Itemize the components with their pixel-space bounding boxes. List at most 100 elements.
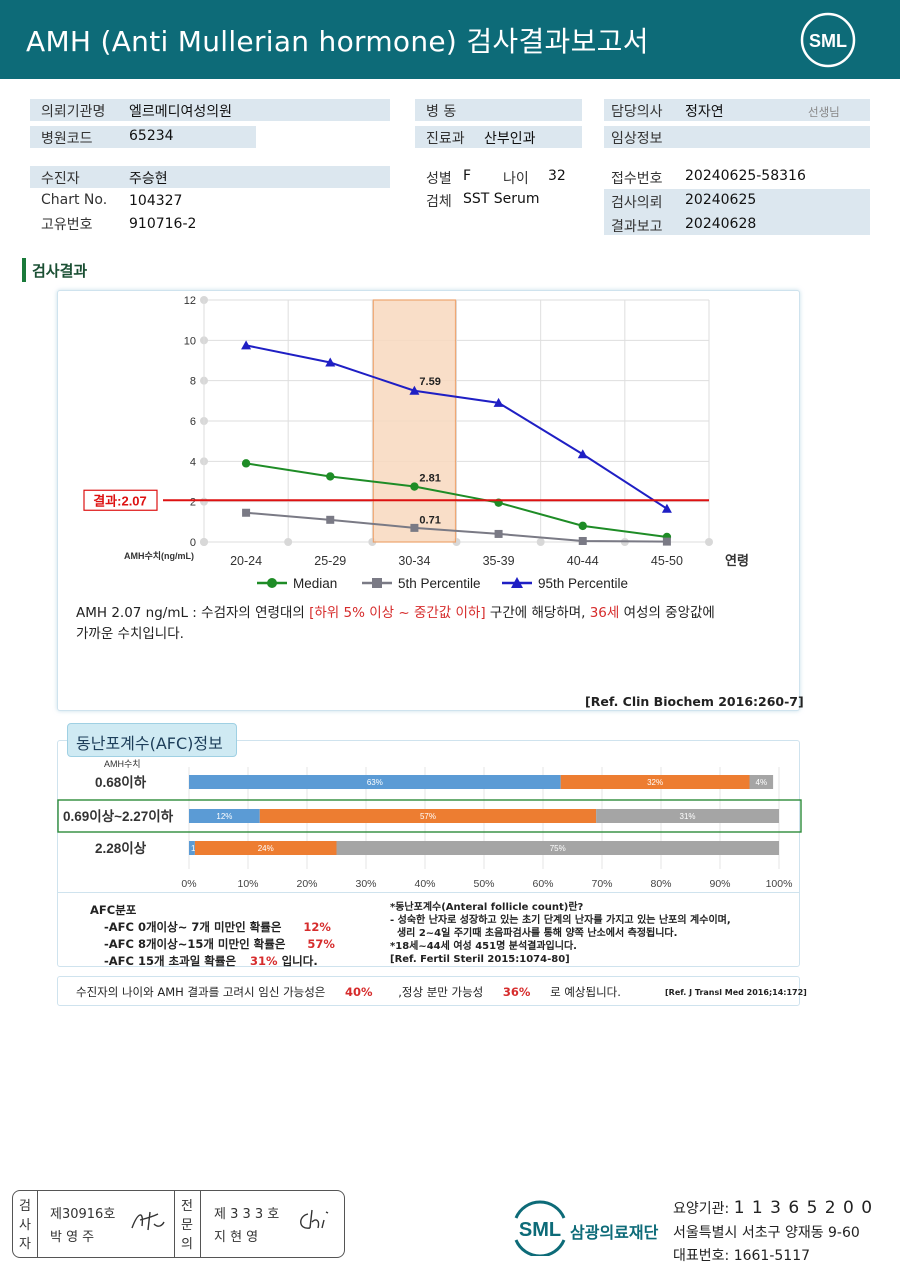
afc-x-tick: 40% [414,878,435,890]
series-point [493,397,504,407]
afc-dist-line-1: -AFC 0개이상~ 7개 미만인 확률은 12% [104,920,331,934]
series-point [242,508,251,517]
code-label: 병원코드 [41,131,93,147]
afc-axis-label: AMH수치 [104,758,141,769]
afc-bar-label: 57% [420,812,436,821]
series-point [662,537,671,546]
inspector-name: 박 영 주 [50,1230,95,1245]
pregnancy-text-3: 로 예상됩니다. [550,985,621,999]
afc-bar-segment [749,775,774,789]
afc-bar-label: 31% [680,812,696,821]
bar-clinical [604,126,870,148]
x-tick-dot [200,538,208,546]
specialist-name: 지 현 영 [214,1230,259,1245]
bar-code [30,126,256,148]
pregnancy-value-2: 36% [502,985,531,999]
series-point [661,503,672,513]
org-name: 삼광의료재단 [570,1223,659,1242]
highlight-band [372,299,457,543]
report-label: 결과보고 [611,219,663,235]
report-header: AMH (Anti Mullerian hormone) 검사결과보고서 SML [0,0,900,79]
pregnancy-text-1: 수진자의 나이와 AMH 결과를 고려시 임신 가능성은 [76,985,326,999]
afc-bar-chart: AMH수치 0% 10% 20% 30% 40% 50% 60% 70% 80% 90% 100% 0.… [57,758,802,890]
afc-bar-segment [560,775,750,789]
specialist-signature-icon [300,1209,329,1229]
afc-row-label: 0.68이하 [95,774,147,790]
x-tick-dot [536,538,545,546]
afc-bar-label: 12% [216,812,232,821]
bar-patient [30,166,390,188]
age-value: 32 [548,168,566,184]
afc-bar-label: 24% [258,844,274,853]
note-part-3: 구간에 해당하며, [485,605,590,621]
dept-value: 산부인과 [484,131,536,147]
legend-label: 95th Percentile [538,576,628,591]
afc-row-label: 2.28이상 [95,840,147,856]
x-tick-label: 20-24 [230,554,262,568]
afc-bar-segment [194,841,337,855]
afc-dist-line-3: -AFC 15개 초과일 확률은 31% 입니다. [104,954,318,968]
afc-row-label: 0.69이상~2.27이하 [63,808,174,824]
afc-definition: *동난포계수(Anteral follicle count)란? - 성숙한 난… [390,901,731,966]
receipt-value: 20240625-58316 [685,168,806,184]
series-point [409,385,420,395]
afc-bar-segment [189,809,260,823]
result-note: AMH 2.07 ng/mL : 수검자의 연령대의 [하위 5% 이상 ~ 중… [76,603,796,645]
note-part-6: 가까운 수치입니다. [76,626,184,642]
series-point [326,515,335,524]
inspector-label: 검사자 [19,1199,31,1252]
sig-divider-3 [200,1191,201,1257]
x-tick-dot [284,538,293,546]
clinical-label: 임상정보 [611,131,663,147]
afc-bar-segment [259,809,597,823]
org-address: 서울특별시 서초구 양재동 9-60 [673,1225,860,1241]
legend-marker [267,578,277,588]
legend-marker [372,578,382,588]
id-label: 고유번호 [41,217,93,233]
pregnancy-text-2: ,정상 분만 가능성 [398,985,484,999]
request-label: 검사의뢰 [611,195,663,211]
svg-text:SML: SML [809,31,847,51]
doctor-suffix: 선생님 [808,105,840,119]
afc-bar-segment [189,841,195,855]
x-tick-label: 40-44 [567,554,599,568]
note-part-5: 여성의 중앙값에 [619,605,715,621]
inspector-no: 제30916호 [50,1207,116,1222]
pregnancy-line: 수진자의 나이와 AMH 결과를 고려시 임신 가능성은 40% ,정상 분만 … [76,984,621,1000]
y-tick-label: 10 [184,335,196,347]
legend-marker [511,577,523,588]
y-tick-label: 6 [190,416,196,428]
specialist-no: 제 3 3 3 호 [214,1207,280,1222]
bar-institution [30,99,390,121]
report-title: AMH (Anti Mullerian hormone) 검사결과보고서 [26,25,649,58]
legend-label: Median [293,576,337,591]
patient-value: 주승현 [129,171,168,187]
afc-def-5: [Ref. Fertil Steril 2015:1074-80] [390,954,570,965]
org-code-label: 요양기관: [673,1201,730,1217]
series-point [410,523,419,532]
pregnancy-value-1: 40% [345,985,373,999]
amh-line-chart: 0 2 4 6 8 10 12 결과:2.07 7.59 2.81 0.71 20-24 25-29 30… [83,295,749,591]
y-tick-label: 12 [184,295,196,307]
y-tick-label: 4 [190,456,196,468]
x-tick-dot [705,538,713,546]
afc-distribution: AFC분포 -AFC 0개이상~ 7개 미만인 확률은 12% -AFC 8개이상… [90,902,335,970]
chart-label: Chart No. [41,192,108,208]
chart-value: 104327 [129,193,183,209]
request-value: 20240625 [685,192,757,208]
receipt-label: 접수번호 [611,171,663,187]
afc-x-tick: 50% [473,878,494,890]
afc-x-tick: 70% [591,878,612,890]
afc-bar-label: 75% [550,844,566,853]
org-code-line: 요양기관: 1 1 3 6 5 2 0 0 [673,1198,873,1218]
patient-label: 수진자 [41,171,80,187]
afc-bar-label: 63% [367,778,383,787]
bar-dates [604,189,870,235]
signature-box [12,1190,345,1258]
x-tick-label: 25-29 [314,554,346,568]
y-tick-label: 8 [190,376,196,388]
specimen-label: 검체 [426,194,452,210]
ward-label: 병 동 [426,104,457,120]
institution-value: 엘르메디여성의원 [129,104,233,120]
pregnancy-panel [57,976,800,1006]
